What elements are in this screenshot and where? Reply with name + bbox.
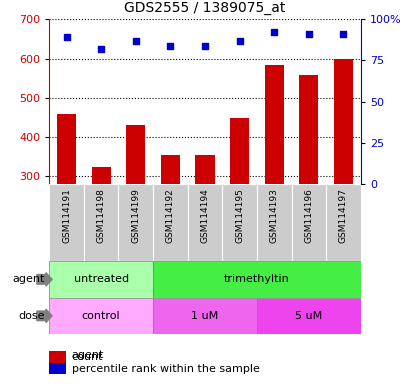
Point <box>167 43 173 49</box>
Text: untreated: untreated <box>73 274 128 285</box>
Bar <box>153 184 187 261</box>
Text: GSM114194: GSM114194 <box>200 188 209 243</box>
Bar <box>49 261 153 298</box>
Text: dose: dose <box>18 311 45 321</box>
Bar <box>118 184 153 261</box>
Bar <box>333 58 352 184</box>
Text: 1 uM: 1 uM <box>191 311 218 321</box>
Bar <box>49 184 83 261</box>
Bar <box>153 261 360 298</box>
Text: trimethyltin: trimethyltin <box>223 274 289 285</box>
Bar <box>222 184 256 261</box>
Bar <box>256 184 291 261</box>
Bar <box>326 184 360 261</box>
Bar <box>49 298 153 334</box>
Bar <box>187 184 222 261</box>
Bar <box>126 125 145 184</box>
Text: 5 uM: 5 uM <box>294 311 322 321</box>
Bar <box>83 184 118 261</box>
Text: GSM114191: GSM114191 <box>62 188 71 243</box>
Text: GSM114196: GSM114196 <box>303 188 312 243</box>
Text: GSM114192: GSM114192 <box>166 188 175 243</box>
Text: GSM114197: GSM114197 <box>338 188 347 243</box>
Bar <box>256 298 360 334</box>
Text: control: control <box>82 311 120 321</box>
Title: GDS2555 / 1389075_at: GDS2555 / 1389075_at <box>124 2 285 15</box>
Text: percentile rank within the sample: percentile rank within the sample <box>72 364 259 374</box>
Text: agent: agent <box>13 274 45 285</box>
Text: count: count <box>72 352 103 362</box>
Bar <box>195 155 214 184</box>
Point <box>98 46 104 52</box>
Bar <box>91 167 110 184</box>
Bar <box>153 298 256 334</box>
Text: GSM114198: GSM114198 <box>97 188 106 243</box>
Bar <box>57 114 76 184</box>
Text: GSM114199: GSM114199 <box>131 188 140 243</box>
Text: GSM114193: GSM114193 <box>269 188 278 243</box>
Point <box>63 34 70 40</box>
Bar <box>264 65 283 184</box>
Point <box>270 29 277 35</box>
Text: agent: agent <box>72 350 104 360</box>
Bar <box>229 118 249 184</box>
Point <box>132 38 139 44</box>
Point <box>305 31 311 37</box>
Bar <box>291 184 326 261</box>
Bar <box>299 75 318 184</box>
Point <box>339 31 346 37</box>
Point <box>236 38 242 44</box>
Point <box>201 43 208 49</box>
Text: GSM114195: GSM114195 <box>234 188 243 243</box>
Bar <box>160 155 180 184</box>
